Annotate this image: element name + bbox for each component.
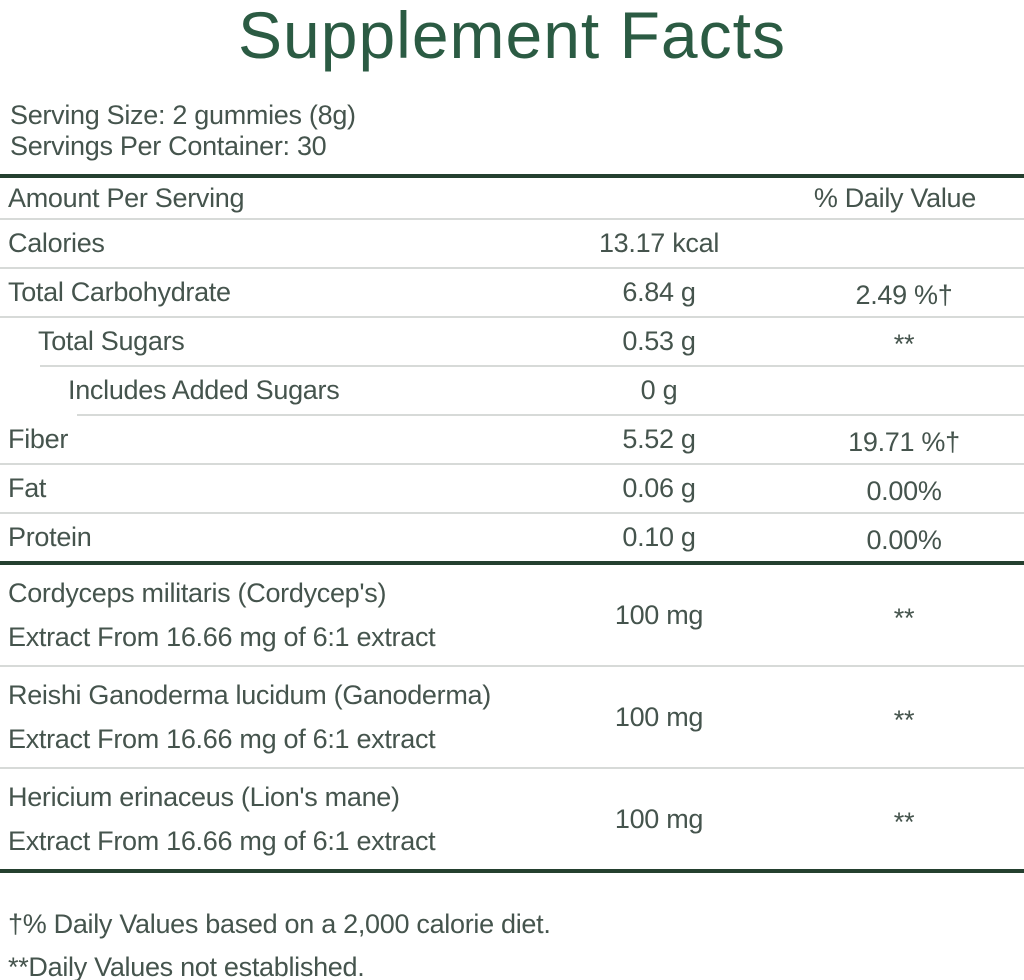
thin-rule (0, 218, 1024, 220)
ingredient-name: Reishi Ganoderma lucidum (Ganoderma) Ext… (0, 667, 534, 767)
table-row-cordyceps: Cordyceps militaris (Cordycep's) Extract… (0, 565, 1024, 665)
ingredient-line1: Reishi Ganoderma lucidum (Ganoderma) (8, 680, 491, 710)
table-row-added-sugars: Includes Added Sugars 0 g (0, 367, 1024, 414)
ingredient-line2: Extract From 16.66 mg of 6:1 extract (8, 622, 436, 652)
thin-rule (0, 316, 1024, 318)
thin-rule-indented (77, 414, 1024, 416)
ingredient-line1: Cordyceps militaris (Cordycep's) (8, 578, 387, 608)
ingredient-name: Cordyceps militaris (Cordycep's) Extract… (0, 565, 534, 665)
thin-rule (0, 665, 1024, 667)
table-row-total-sugars: Total Sugars 0.53 g ** (0, 318, 1024, 365)
nutrient-amount: 0.53 g (622, 326, 696, 356)
nutrient-amount: 5.52 g (622, 424, 696, 454)
nutrient-dv: 2.49 %† (855, 280, 953, 310)
nutrient-name: Fat (8, 473, 47, 503)
thin-rule-indented (40, 365, 1024, 367)
nutrient-name: Calories (8, 228, 105, 258)
nutrient-dv: 0.00% (866, 476, 942, 506)
nutrient-amount: 0.06 g (622, 473, 696, 503)
nutrient-name: Total Carbohydrate (8, 277, 231, 307)
footnote-not-established: **Daily Values not established. (8, 952, 365, 980)
nutrient-dv: 19.71 %† (848, 427, 960, 457)
nutrient-dv: ** (893, 329, 915, 359)
serving-info: Serving Size: 2 gummies (8g) Servings Pe… (0, 100, 1024, 162)
nutrient-amount: 13.17 kcal (598, 228, 720, 258)
nutrient-dv: 0.00% (866, 525, 942, 555)
table-row-fiber: Fiber 5.52 g 19.71 %† (0, 416, 1024, 463)
ingredient-name: Hericium erinaceus (Lion's mane) Extract… (0, 769, 534, 869)
ingredient-dv: ** (893, 602, 915, 633)
table-row-hericium: Hericium erinaceus (Lion's mane) Extract… (0, 769, 1024, 869)
servings-per-container: Servings Per Container: 30 (10, 131, 327, 161)
ingredient-line2: Extract From 16.66 mg of 6:1 extract (8, 826, 436, 856)
header-daily-value: % Daily Value (813, 182, 976, 213)
thick-rule (0, 174, 1024, 178)
nutrient-amount: 0.10 g (622, 522, 696, 552)
ingredient-amount: 100 mg (614, 803, 704, 834)
table-row-total-carbohydrate: Total Carbohydrate 6.84 g 2.49 %† (0, 269, 1024, 316)
thin-rule (0, 512, 1024, 514)
page-title: Supplement Facts (238, 0, 786, 72)
ingredient-dv: ** (893, 704, 915, 735)
ingredient-amount: 100 mg (614, 599, 704, 630)
ingredient-line2: Extract From 16.66 mg of 6:1 extract (8, 724, 436, 754)
footnote-daily-values: †% Daily Values based on a 2,000 calorie… (8, 909, 551, 939)
footnotes: †% Daily Values based on a 2,000 calorie… (0, 903, 1024, 980)
nutrient-name: Total Sugars (38, 326, 185, 356)
nutrient-amount: 0 g (640, 375, 678, 405)
table-row-calories: Calories 13.17 kcal (0, 220, 1024, 267)
nutrient-amount: 6.84 g (622, 277, 696, 307)
table-row-fat: Fat 0.06 g 0.00% (0, 465, 1024, 512)
ingredient-amount: 100 mg (614, 701, 704, 732)
thin-rule (0, 267, 1024, 269)
thin-rule (0, 767, 1024, 769)
thick-rule (0, 869, 1024, 873)
nutrient-name: Protein (8, 522, 92, 552)
serving-size: Serving Size: 2 gummies (8g) (10, 100, 356, 130)
thin-rule (0, 463, 1024, 465)
ingredient-dv: ** (893, 806, 915, 837)
table-header-row: Amount Per Serving % Daily Value (0, 178, 1024, 218)
thick-rule (0, 561, 1024, 565)
ingredient-line1: Hericium erinaceus (Lion's mane) (8, 782, 400, 812)
header-amount-per-serving: Amount Per Serving (8, 182, 245, 213)
table-row-protein: Protein 0.10 g 0.00% (0, 514, 1024, 561)
nutrient-name: Includes Added Sugars (68, 375, 340, 405)
table-row-reishi: Reishi Ganoderma lucidum (Ganoderma) Ext… (0, 667, 1024, 767)
nutrient-name: Fiber (8, 424, 69, 454)
